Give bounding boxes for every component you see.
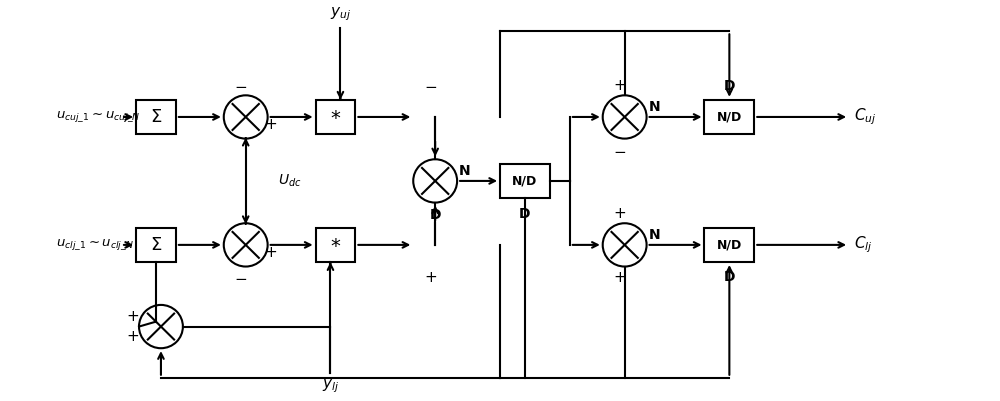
Text: $-$: $-$ (234, 78, 247, 93)
Bar (136, 100, 176, 134)
Bar (500, 164, 550, 198)
Text: D: D (519, 207, 531, 221)
Text: N/D: N/D (717, 110, 742, 124)
Text: $+$: $+$ (264, 245, 277, 260)
Bar (136, 228, 176, 262)
Text: D: D (429, 209, 441, 223)
Text: $y_{uj}$: $y_{uj}$ (330, 6, 351, 24)
Text: N: N (459, 164, 471, 178)
Text: $-$: $-$ (234, 270, 247, 286)
Text: $*$: $*$ (330, 235, 341, 254)
Bar (704, 228, 754, 262)
Text: $U_{dc}$: $U_{dc}$ (278, 173, 301, 189)
Text: $y_{lj}$: $y_{lj}$ (322, 378, 339, 395)
Text: N: N (649, 228, 660, 242)
Text: $C_{lj}$: $C_{lj}$ (854, 235, 873, 255)
Text: $C_{uj}$: $C_{uj}$ (854, 107, 876, 127)
Text: $+$: $+$ (264, 117, 277, 132)
Text: N/D: N/D (512, 174, 538, 187)
Text: $+$: $+$ (126, 329, 139, 344)
Text: $+$: $+$ (424, 270, 437, 286)
Text: N/D: N/D (717, 238, 742, 251)
Text: $-$: $-$ (424, 78, 437, 93)
Bar (316, 228, 355, 262)
Bar (316, 100, 355, 134)
Text: $+$: $+$ (613, 206, 626, 221)
Text: $+$: $+$ (126, 309, 139, 324)
Text: $\Sigma$: $\Sigma$ (150, 108, 162, 126)
Text: $*$: $*$ (330, 107, 341, 126)
Text: $+$: $+$ (613, 270, 626, 286)
Text: D: D (724, 79, 735, 93)
Text: $\Sigma$: $\Sigma$ (150, 236, 162, 254)
Text: $+$: $+$ (613, 78, 626, 93)
Bar (704, 100, 754, 134)
Text: D: D (724, 270, 735, 284)
Text: $u_{cuj\_1}{\sim}u_{cuj\_N}$: $u_{cuj\_1}{\sim}u_{cuj\_N}$ (56, 109, 141, 124)
Text: $-$: $-$ (613, 142, 626, 158)
Text: $u_{clj\_1}{\sim}u_{clj\_N}$: $u_{clj\_1}{\sim}u_{clj\_N}$ (56, 237, 134, 252)
Text: N: N (649, 100, 660, 114)
